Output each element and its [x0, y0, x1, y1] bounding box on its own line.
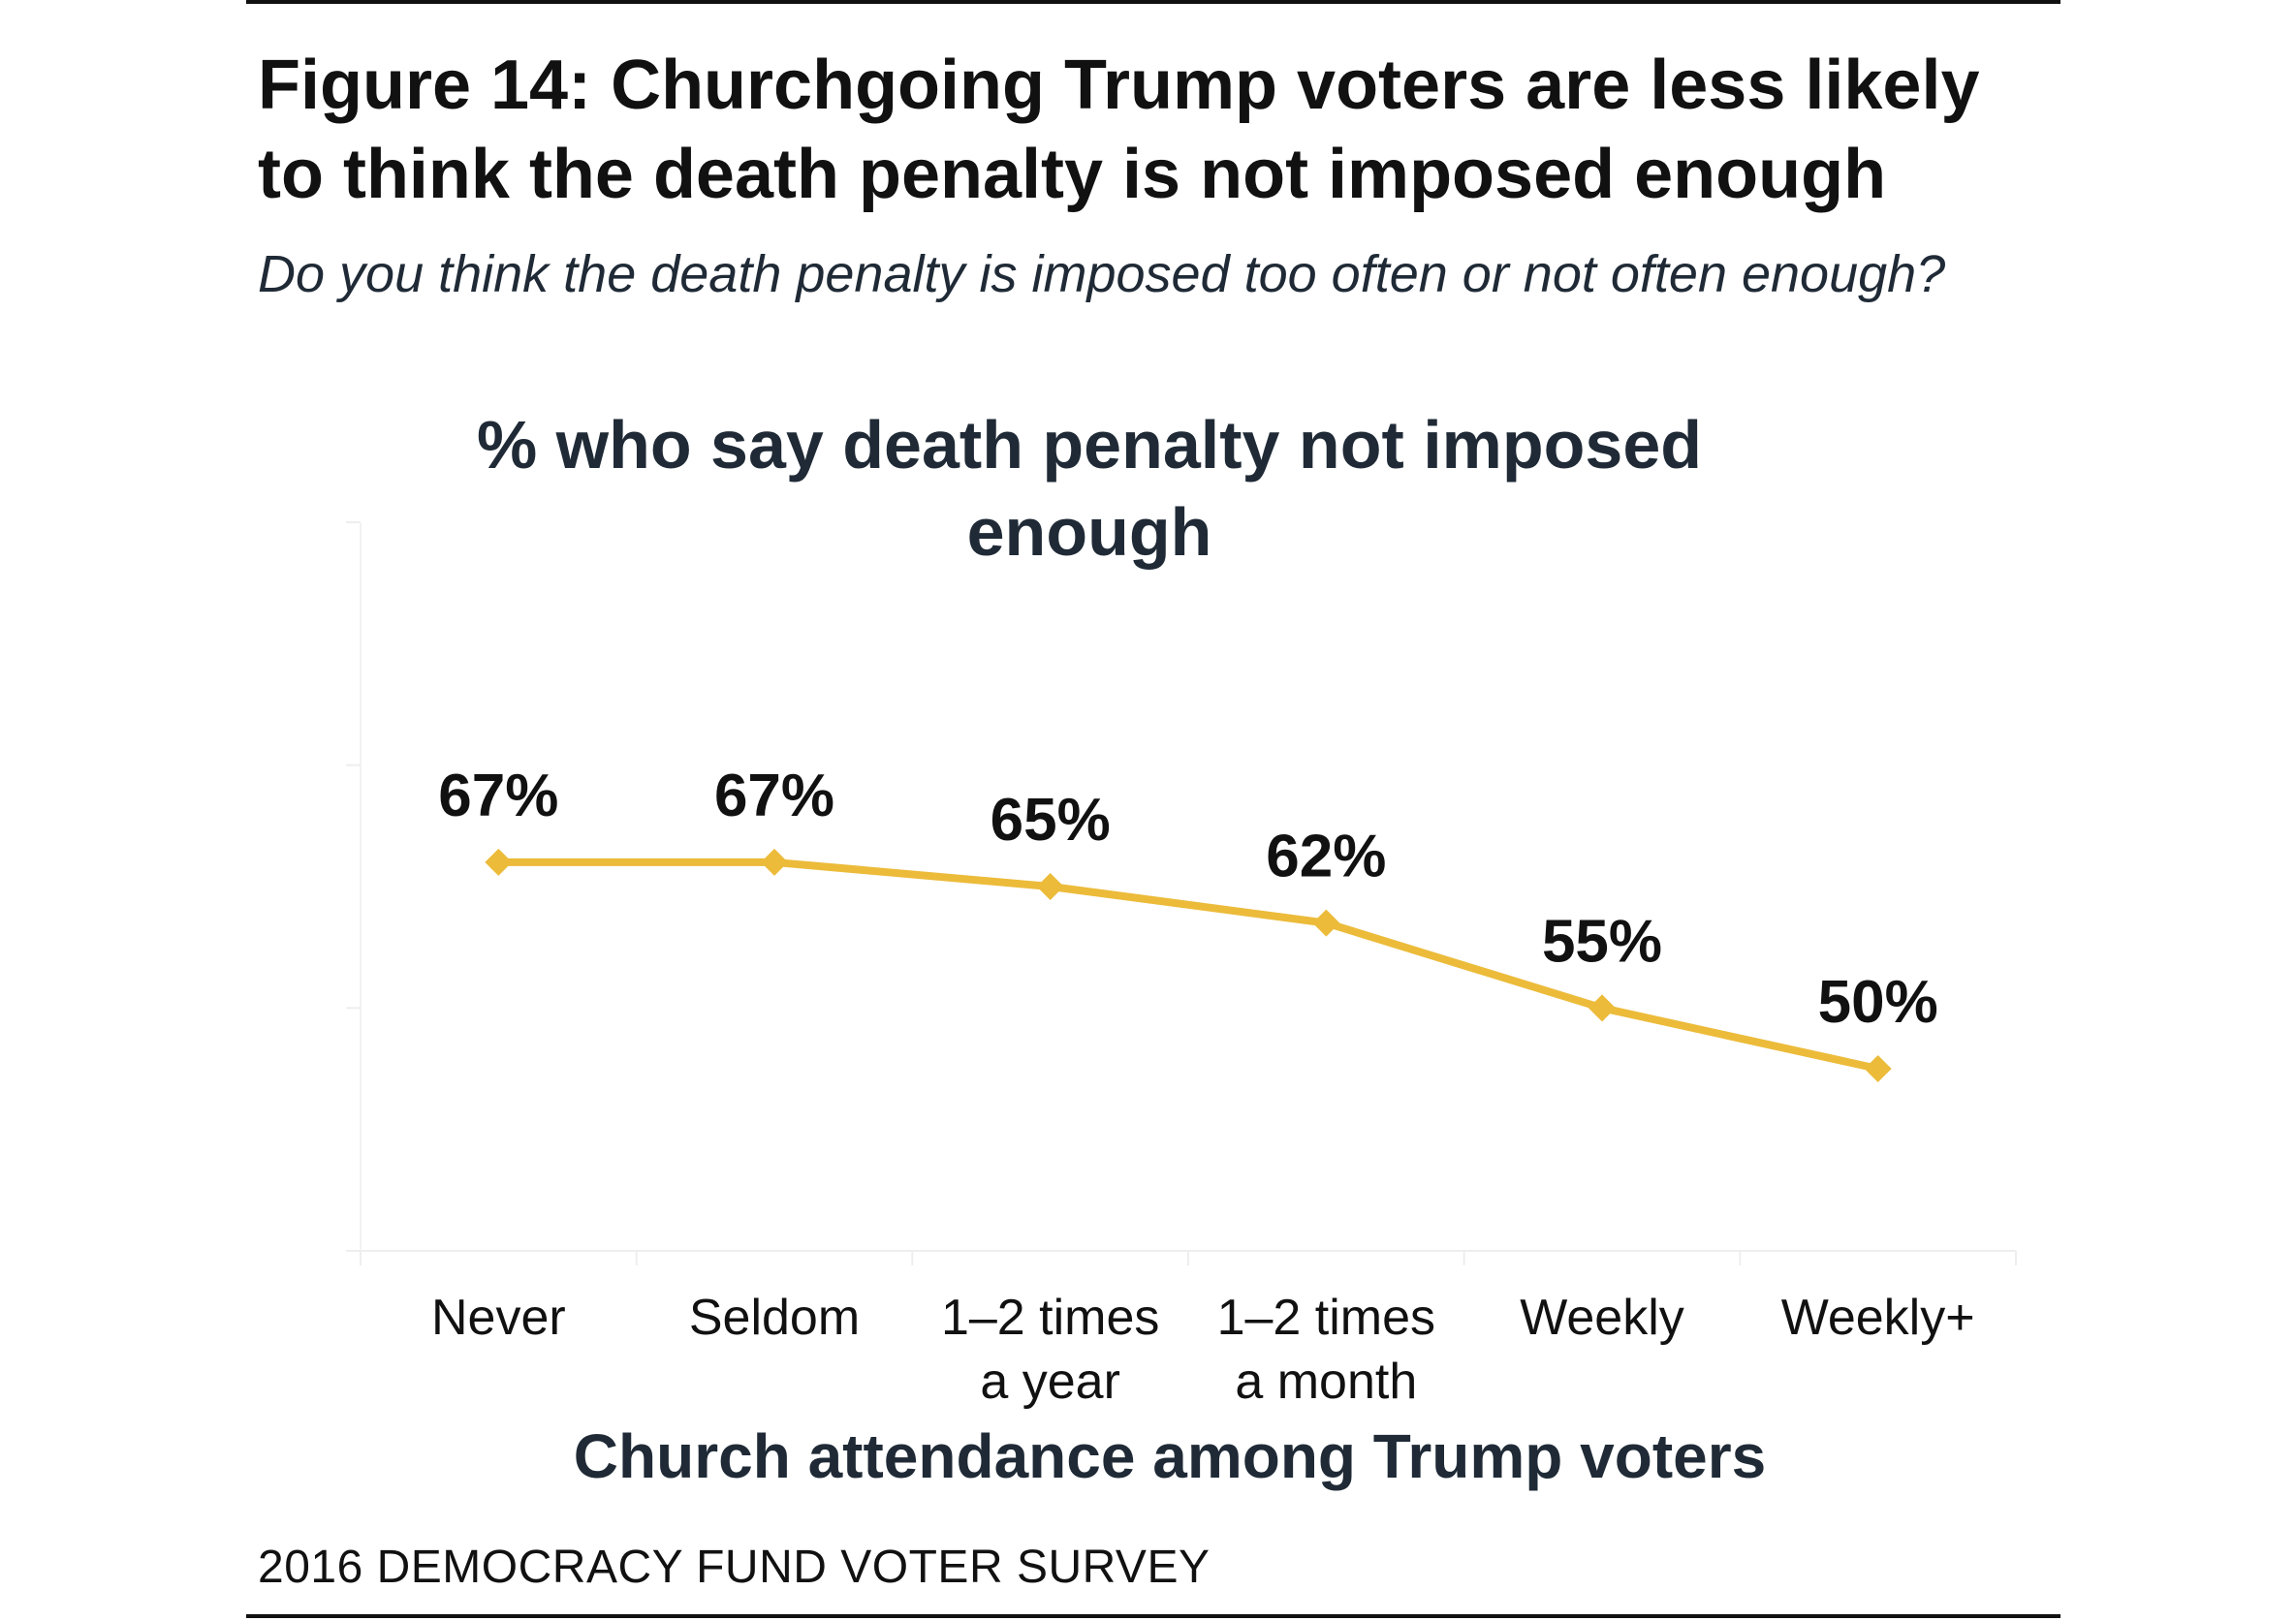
- source-note: 2016 DEMOCRACY FUND VOTER SURVEY: [258, 1542, 1211, 1593]
- data-label: 67%: [714, 763, 834, 829]
- data-point-marker: [761, 848, 788, 876]
- grid: [346, 521, 2017, 1265]
- x-tick-label: Seldom: [689, 1290, 860, 1346]
- x-tick-label: Never: [431, 1290, 566, 1346]
- data-point-marker: [1312, 909, 1340, 937]
- bottom-rule: [246, 1614, 2060, 1618]
- figure-subtitle: Do you think the death penalty is impose…: [258, 245, 1946, 303]
- series-line: [498, 857, 1879, 1073]
- data-label: 55%: [1542, 908, 1662, 975]
- chart-title: % who say death penalty not imposed enoug…: [477, 407, 1702, 570]
- data-label: 50%: [1818, 969, 1938, 1036]
- data-point-marker: [485, 848, 513, 876]
- figure-title: Figure 14: Churchgoing Trump voters are …: [258, 47, 1980, 213]
- chart-title-text: % who say death penalty not imposed enoug…: [477, 407, 1702, 570]
- x-tick-label: 1–2 times: [941, 1290, 1159, 1346]
- data-point-marker: [1588, 994, 1616, 1022]
- x-tick-label: a month: [1235, 1354, 1417, 1410]
- data-label: 65%: [991, 787, 1111, 854]
- x-tick-label: 1–2 times: [1217, 1290, 1435, 1346]
- data-point-marker: [1036, 873, 1064, 900]
- series: [485, 848, 1892, 1082]
- data-labels: 67% 67% 65% 62% 55% 50%: [438, 763, 1937, 1036]
- data-label: 67%: [438, 763, 558, 829]
- top-rule: [246, 0, 2060, 4]
- x-tick-labels: Never Seldom 1–2 times a year 1–2 times a mon…: [431, 1290, 1975, 1410]
- data-point-marker: [1864, 1055, 1892, 1082]
- x-axis-title: Church attendance among Trump voters: [574, 1421, 1766, 1491]
- data-label: 62%: [1266, 824, 1386, 890]
- x-tick-label: Weekly: [1520, 1290, 1684, 1346]
- x-tick-label: a year: [980, 1354, 1120, 1410]
- x-tick-label: Weekly+: [1781, 1290, 1975, 1346]
